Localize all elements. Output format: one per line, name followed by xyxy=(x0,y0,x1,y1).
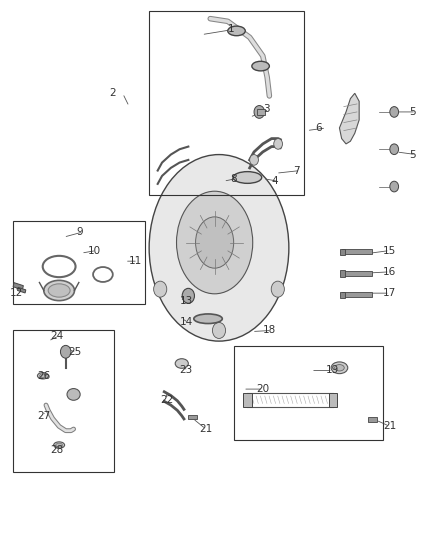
Text: 12: 12 xyxy=(10,288,23,298)
Text: 13: 13 xyxy=(180,296,193,306)
Circle shape xyxy=(271,281,284,297)
Bar xyxy=(243,393,252,407)
Text: 21: 21 xyxy=(383,422,396,431)
Text: 24: 24 xyxy=(50,331,64,341)
Text: 28: 28 xyxy=(50,446,64,455)
Text: 5: 5 xyxy=(410,107,416,117)
Text: 17: 17 xyxy=(383,288,396,298)
Circle shape xyxy=(390,144,399,155)
Text: 2: 2 xyxy=(110,88,116,98)
Text: 16: 16 xyxy=(383,267,396,277)
Ellipse shape xyxy=(37,373,48,379)
Bar xyxy=(13,282,23,290)
Ellipse shape xyxy=(149,155,289,341)
Ellipse shape xyxy=(228,26,245,36)
Text: 6: 6 xyxy=(315,123,322,133)
Text: 27: 27 xyxy=(37,411,50,421)
Circle shape xyxy=(254,106,265,118)
Bar xyxy=(340,270,345,277)
Bar xyxy=(234,346,383,440)
Text: 9: 9 xyxy=(77,227,83,237)
Ellipse shape xyxy=(39,374,46,377)
Circle shape xyxy=(154,281,167,297)
Ellipse shape xyxy=(48,284,70,297)
Bar xyxy=(340,292,345,298)
Text: 15: 15 xyxy=(383,246,396,255)
Bar xyxy=(149,11,304,195)
Ellipse shape xyxy=(44,280,74,301)
Text: 3: 3 xyxy=(263,104,269,114)
Bar xyxy=(13,221,145,304)
Text: 21: 21 xyxy=(199,424,212,434)
Text: 7: 7 xyxy=(293,166,300,175)
Text: 19: 19 xyxy=(326,366,339,375)
Circle shape xyxy=(212,322,226,338)
Text: 18: 18 xyxy=(263,326,276,335)
Text: 10: 10 xyxy=(88,246,101,255)
Ellipse shape xyxy=(233,172,261,183)
Text: 8: 8 xyxy=(230,174,237,183)
Circle shape xyxy=(60,345,71,358)
Bar xyxy=(13,330,114,472)
Ellipse shape xyxy=(53,442,65,448)
Bar xyxy=(342,292,372,297)
Text: 11: 11 xyxy=(129,256,142,266)
Circle shape xyxy=(274,139,283,149)
Ellipse shape xyxy=(177,191,253,294)
Ellipse shape xyxy=(175,359,188,368)
Ellipse shape xyxy=(331,362,348,374)
Text: 20: 20 xyxy=(256,384,269,394)
Bar xyxy=(342,249,372,254)
Polygon shape xyxy=(339,93,359,144)
Circle shape xyxy=(182,288,194,303)
Ellipse shape xyxy=(195,217,234,268)
Text: 1: 1 xyxy=(228,25,234,34)
Text: 22: 22 xyxy=(160,395,173,405)
Text: 5: 5 xyxy=(410,150,416,159)
Bar xyxy=(328,393,337,407)
Circle shape xyxy=(250,155,258,165)
Bar xyxy=(18,287,26,293)
Ellipse shape xyxy=(56,443,62,447)
Circle shape xyxy=(390,181,399,192)
Text: 26: 26 xyxy=(37,371,50,381)
Circle shape xyxy=(390,107,399,117)
Text: 14: 14 xyxy=(180,318,193,327)
Text: 25: 25 xyxy=(68,347,81,357)
Ellipse shape xyxy=(252,61,269,71)
Ellipse shape xyxy=(335,365,344,371)
Bar xyxy=(188,415,197,419)
Ellipse shape xyxy=(194,314,222,324)
Bar xyxy=(340,249,345,255)
Bar xyxy=(257,109,265,115)
Text: 23: 23 xyxy=(180,366,193,375)
Bar xyxy=(368,417,377,422)
Ellipse shape xyxy=(67,389,80,400)
Bar xyxy=(342,271,372,276)
Text: 4: 4 xyxy=(272,176,278,186)
